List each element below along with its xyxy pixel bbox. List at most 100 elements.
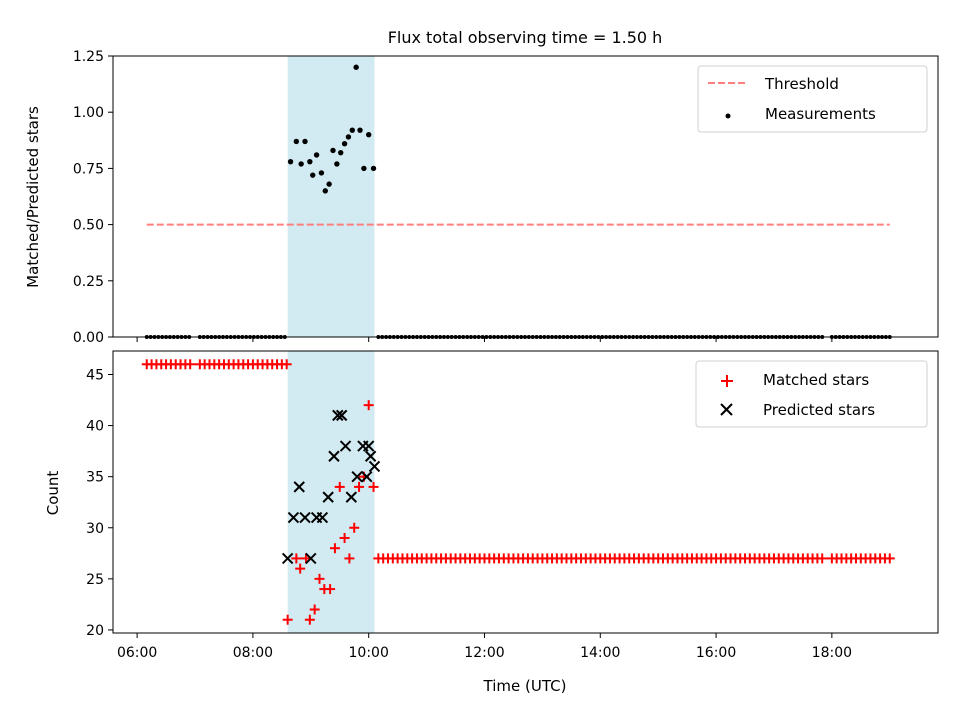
measurement-point: [349, 127, 355, 133]
predicted-star-point: [287, 511, 300, 524]
predicted-star-point: [332, 409, 344, 422]
y-tick-label: 0.00: [73, 330, 104, 346]
matched-star-point: [349, 522, 360, 533]
x-tick-label: 08:00: [233, 645, 273, 661]
top-panel: 0.00 0.25 0.50 0.75 1.00 1.25 Matched/Predict…: [24, 49, 939, 346]
measurement-point: [298, 161, 304, 167]
matched-star-point: [314, 573, 325, 584]
predicted-star-point: [281, 552, 294, 565]
legend-threshold-label: Threshold: [764, 75, 839, 93]
measurement-point: [310, 172, 316, 178]
measurement-point: [353, 64, 359, 70]
y-tick-label: 45: [86, 368, 104, 384]
matched-star-point: [363, 400, 374, 411]
measurement-point: [345, 134, 352, 140]
measurement-point: [313, 152, 320, 158]
bottom-y-label: Count: [44, 471, 62, 516]
predicted-star-point: [364, 450, 377, 462]
top-y-ticks: 0.00 0.25 0.50 0.75 1.00 1.25: [73, 49, 113, 346]
y-tick-label: 20: [86, 623, 104, 639]
matched-star-point: [325, 584, 336, 595]
x-tick-label: 12:00: [464, 645, 504, 661]
y-tick-label: 0.25: [73, 274, 104, 290]
predicted-star-point: [316, 511, 329, 524]
y-tick-label: 0.50: [73, 218, 104, 234]
bottom-y-ticks: 20 25 30 35 40 45: [86, 368, 113, 639]
measurement-point: [293, 138, 300, 145]
y-tick-label: 0.75: [73, 161, 104, 177]
matched-star-points: [141, 359, 895, 625]
matched-star-point: [344, 553, 355, 564]
matched-star-point: [304, 614, 315, 625]
matched-star-point: [309, 604, 320, 615]
matched-star-point: [329, 543, 340, 554]
matched-star-point: [884, 553, 895, 564]
matched-star-point: [339, 532, 350, 543]
top-legend: Threshold Measurements: [697, 65, 928, 133]
predicted-star-point: [322, 491, 334, 503]
matched-star-point: [295, 563, 306, 574]
measurement-point: [326, 181, 332, 187]
matched-star-point: [354, 481, 365, 492]
x-tick-label: 16:00: [696, 645, 736, 661]
measurement-point: [302, 138, 308, 145]
top-x-ticks: [136, 337, 833, 342]
predicted-star-point: [362, 440, 375, 452]
measurement-point: [361, 165, 367, 172]
legend-measurements-swatch: [725, 113, 731, 119]
predicted-star-point: [305, 552, 317, 565]
bottom-x-ticks: 06:00 08:00 10:00 12:00 14:00 16:00 18:00: [117, 633, 852, 661]
x-tick-label: 18:00: [812, 645, 852, 661]
predicted-star-point: [339, 440, 352, 452]
measurement-point: [330, 147, 336, 154]
predicted-star-point: [328, 450, 340, 462]
legend-matched-label: Matched stars: [763, 371, 869, 389]
top-shaded-region: [287, 56, 375, 337]
measurement-point: [338, 149, 344, 156]
measurement-point: [370, 165, 377, 172]
chart-title: Flux total observing time = 1.50 h: [388, 28, 663, 47]
matched-star-point: [334, 481, 345, 492]
y-tick-label: 35: [86, 470, 104, 486]
x-tick-label: 06:00: [117, 645, 157, 661]
measurement-point: [322, 188, 328, 194]
shaded-band: [287, 56, 375, 337]
predicted-star-point: [335, 409, 348, 422]
matched-star-point: [300, 553, 311, 564]
legend-predicted-swatch: [720, 403, 733, 416]
predicted-star-point: [345, 491, 358, 503]
y-tick-label: 1.25: [73, 49, 104, 65]
legend-predicted-label: Predicted stars: [763, 401, 875, 419]
y-tick-label: 40: [86, 419, 104, 435]
predicted-star-point: [368, 460, 381, 473]
predicted-star-point: [293, 481, 305, 493]
measurement-point: [307, 158, 313, 165]
matched-star-point: [282, 614, 293, 625]
matched-star-point: [368, 481, 379, 492]
matched-star-point: [817, 553, 828, 564]
top-y-label: Matched/Predicted stars: [24, 106, 42, 288]
measurement-point: [287, 158, 294, 165]
legend-matched-swatch: [721, 375, 733, 387]
measurement-point: [318, 170, 325, 176]
x-tick-label: 14:00: [580, 645, 620, 661]
y-tick-label: 1.00: [73, 105, 104, 121]
y-tick-label: 30: [86, 521, 104, 537]
measurement-point: [366, 131, 372, 138]
measurement-points: [287, 64, 377, 194]
matched-star-point: [291, 553, 302, 564]
y-tick-label: 25: [86, 572, 104, 588]
matched-star-point: [281, 359, 292, 370]
top-axes-frame: [112, 55, 939, 338]
predicted-star-point: [299, 511, 311, 524]
measurement-point: [341, 140, 348, 147]
x-tick-label: 10:00: [349, 645, 389, 661]
measurement-point: [334, 161, 340, 167]
matched-star-point: [185, 359, 196, 370]
bottom-axes-frame: [112, 350, 939, 634]
measurement-point: [357, 127, 363, 133]
predicted-star-points: [281, 409, 381, 565]
bottom-panel: 20 25 30 35 40 45 06:00 08:00 10:00 12:00 14:00 16…: [44, 350, 939, 695]
bottom-legend: Matched stars Predicted stars: [695, 360, 928, 428]
